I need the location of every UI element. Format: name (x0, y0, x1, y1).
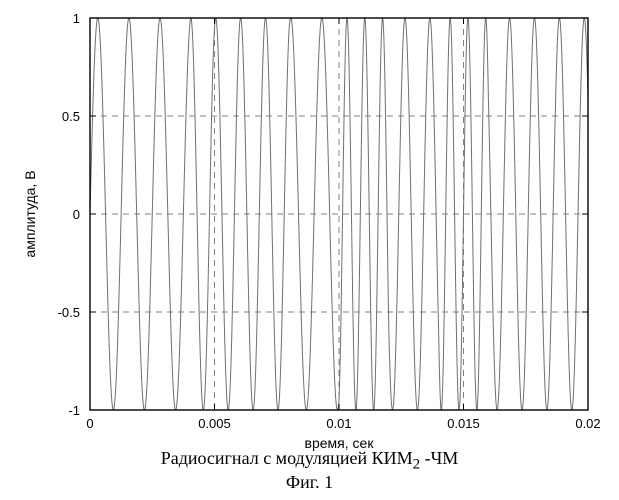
svg-text:1: 1 (73, 11, 80, 26)
svg-text:0.01: 0.01 (326, 416, 351, 431)
caption-text-tail: -ЧМ (420, 448, 458, 468)
svg-text:0.02: 0.02 (575, 416, 600, 431)
signal-chart: 00.0050.010.0150.02-1-0.500.51время, сек… (0, 0, 619, 452)
svg-text:амплитуда, В: амплитуда, В (22, 170, 38, 257)
caption-line-2: Фиг. 1 (0, 472, 619, 493)
svg-text:-0.5: -0.5 (58, 305, 80, 320)
figure-number: Фиг. 1 (286, 472, 333, 492)
svg-text:0: 0 (86, 416, 93, 431)
caption-text-main: Радиосигнал с модуляцией КИМ (161, 448, 413, 468)
caption-subscript: 2 (413, 457, 421, 473)
svg-text:0.5: 0.5 (62, 109, 80, 124)
svg-text:0.005: 0.005 (198, 416, 231, 431)
caption-line-1: Радиосигнал с модуляцией КИМ2 -ЧМ (0, 448, 619, 474)
figure-container: 00.0050.010.0150.02-1-0.500.51время, сек… (0, 0, 619, 500)
svg-text:0.015: 0.015 (447, 416, 480, 431)
svg-text:-1: -1 (68, 403, 80, 418)
svg-text:0: 0 (73, 207, 80, 222)
